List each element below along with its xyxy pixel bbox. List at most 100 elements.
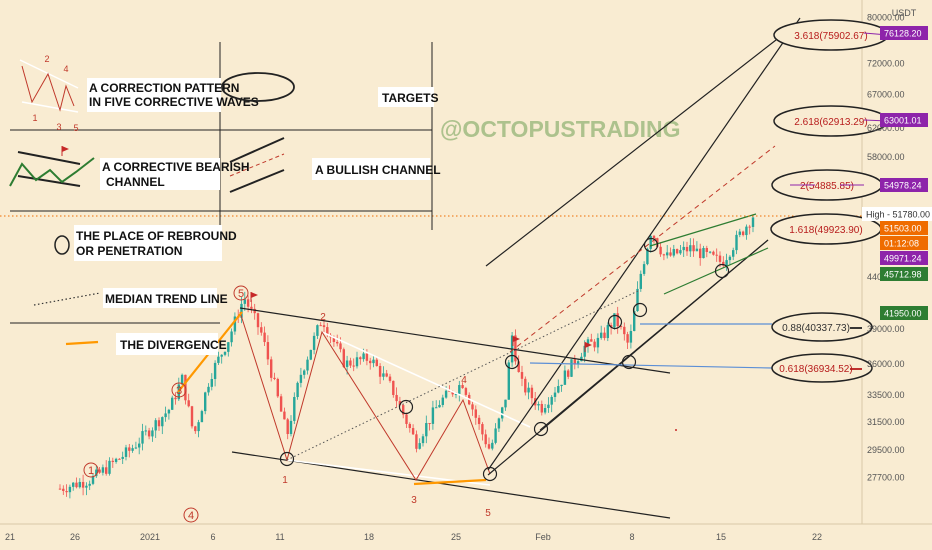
price-tag-label: 45712.98 (884, 270, 922, 280)
candle-body (666, 252, 669, 256)
y-tick-label: 29500.00 (867, 445, 905, 455)
pattern-wave-label: 3 (56, 122, 61, 132)
candle-body (303, 370, 306, 375)
fib-target-label: 3.618(75902.67) (794, 31, 867, 42)
candle-body (306, 359, 309, 371)
candle-body (646, 248, 649, 265)
candle-body (619, 326, 623, 328)
candle-body (359, 357, 362, 360)
candle-body (454, 394, 458, 396)
median-trend-line (286, 289, 641, 461)
candle-body (639, 273, 642, 289)
flag-icon (584, 342, 592, 352)
candle-body (365, 353, 369, 361)
candle-body (444, 390, 448, 398)
candle-body (111, 460, 114, 462)
rebound-circle (621, 354, 637, 370)
candle-body (382, 373, 385, 377)
candle-body (388, 376, 392, 381)
candle-body (342, 349, 345, 367)
candle-body (279, 396, 283, 412)
x-tick-label: 26 (70, 532, 80, 542)
candle-body (421, 436, 425, 444)
candle-body (147, 430, 151, 437)
candle-body (425, 423, 428, 437)
rebound-circle (398, 399, 414, 415)
wave-label: 4 (461, 375, 467, 386)
x-tick-label: 21 (5, 532, 15, 542)
wave-labels-circled: 1 3 4 5 (83, 285, 249, 523)
candle-body (161, 417, 164, 427)
candle-body (504, 399, 507, 408)
candle-body (144, 430, 147, 432)
candle-body (75, 482, 78, 488)
x-tick-label: 15 (716, 532, 726, 542)
candle-body (204, 392, 207, 412)
price-tag-label: 54978.24 (884, 181, 922, 191)
candle-body (240, 303, 243, 318)
candles-group (58, 214, 755, 499)
candle-body (118, 458, 121, 460)
rebound-circle (504, 354, 520, 370)
candle-body (501, 407, 504, 419)
candle-body (590, 339, 593, 342)
time-axis[interactable]: 21 26 2021 6 11 18 25 Feb 8 15 22 (5, 532, 822, 542)
correction-pattern-icon: 1 2 3 4 5 (19, 54, 79, 133)
candle-body (415, 434, 418, 449)
candle-body (154, 420, 157, 431)
candle-body (230, 331, 233, 343)
candle-body (557, 386, 560, 393)
price-tag (880, 178, 928, 192)
price-tag (880, 267, 928, 281)
candle-body (527, 387, 530, 393)
candle-body (194, 426, 197, 432)
candle-body (435, 407, 438, 409)
candle-body (266, 342, 270, 360)
candle-body (586, 339, 590, 346)
fib-target-label: 2.618(62913.29) (794, 117, 867, 128)
rebound-circle (632, 302, 648, 318)
candle-body (725, 260, 728, 266)
candle-body (567, 370, 570, 377)
candle-body (682, 246, 685, 251)
wave-label: 1 (88, 465, 94, 477)
x-tick-label: 8 (629, 532, 634, 542)
candle-body (675, 249, 679, 254)
candle-body (312, 335, 316, 350)
rebound-circle (714, 263, 730, 279)
x-tick-label: 11 (275, 532, 284, 542)
candle-body (553, 392, 557, 397)
candle-body (722, 261, 725, 266)
candle-body (477, 417, 481, 425)
candle-body (659, 246, 662, 255)
watermark-text: @OCTOPUSTRADING (440, 116, 681, 142)
candle-body (385, 373, 388, 377)
candle-body (78, 481, 81, 488)
candle-body (596, 337, 600, 348)
rebound-circle-icon (54, 235, 70, 255)
candle-body (405, 414, 408, 424)
candle-body (708, 251, 712, 253)
bullish-channel-mid-line (539, 239, 769, 431)
pattern-wave-label: 4 (63, 64, 68, 74)
y-tick-label: 31500.00 (867, 417, 905, 427)
candle-body (695, 248, 699, 252)
price-tag-label: High - 51780.00 (866, 210, 930, 220)
candle-body (213, 362, 217, 379)
candle-body (593, 341, 596, 348)
wave-label: 4 (188, 510, 194, 522)
candle-body (187, 400, 190, 407)
candle-body (603, 332, 606, 339)
pattern-wave-label: 2 (44, 54, 49, 64)
candle-body (355, 357, 359, 367)
candle-body (91, 476, 95, 484)
candle-body (735, 234, 738, 251)
pointer-line-0618 (529, 362, 773, 369)
candle-body (124, 447, 128, 457)
candle-body (138, 443, 141, 448)
y-tick-label: 67000.00 (867, 90, 905, 100)
fib-targets: 3.618(75902.67) 2.618(62913.29) 2(54885.… (770, 19, 889, 383)
y-tick-label: 80000.00 (867, 13, 905, 23)
candle-body (332, 337, 336, 342)
